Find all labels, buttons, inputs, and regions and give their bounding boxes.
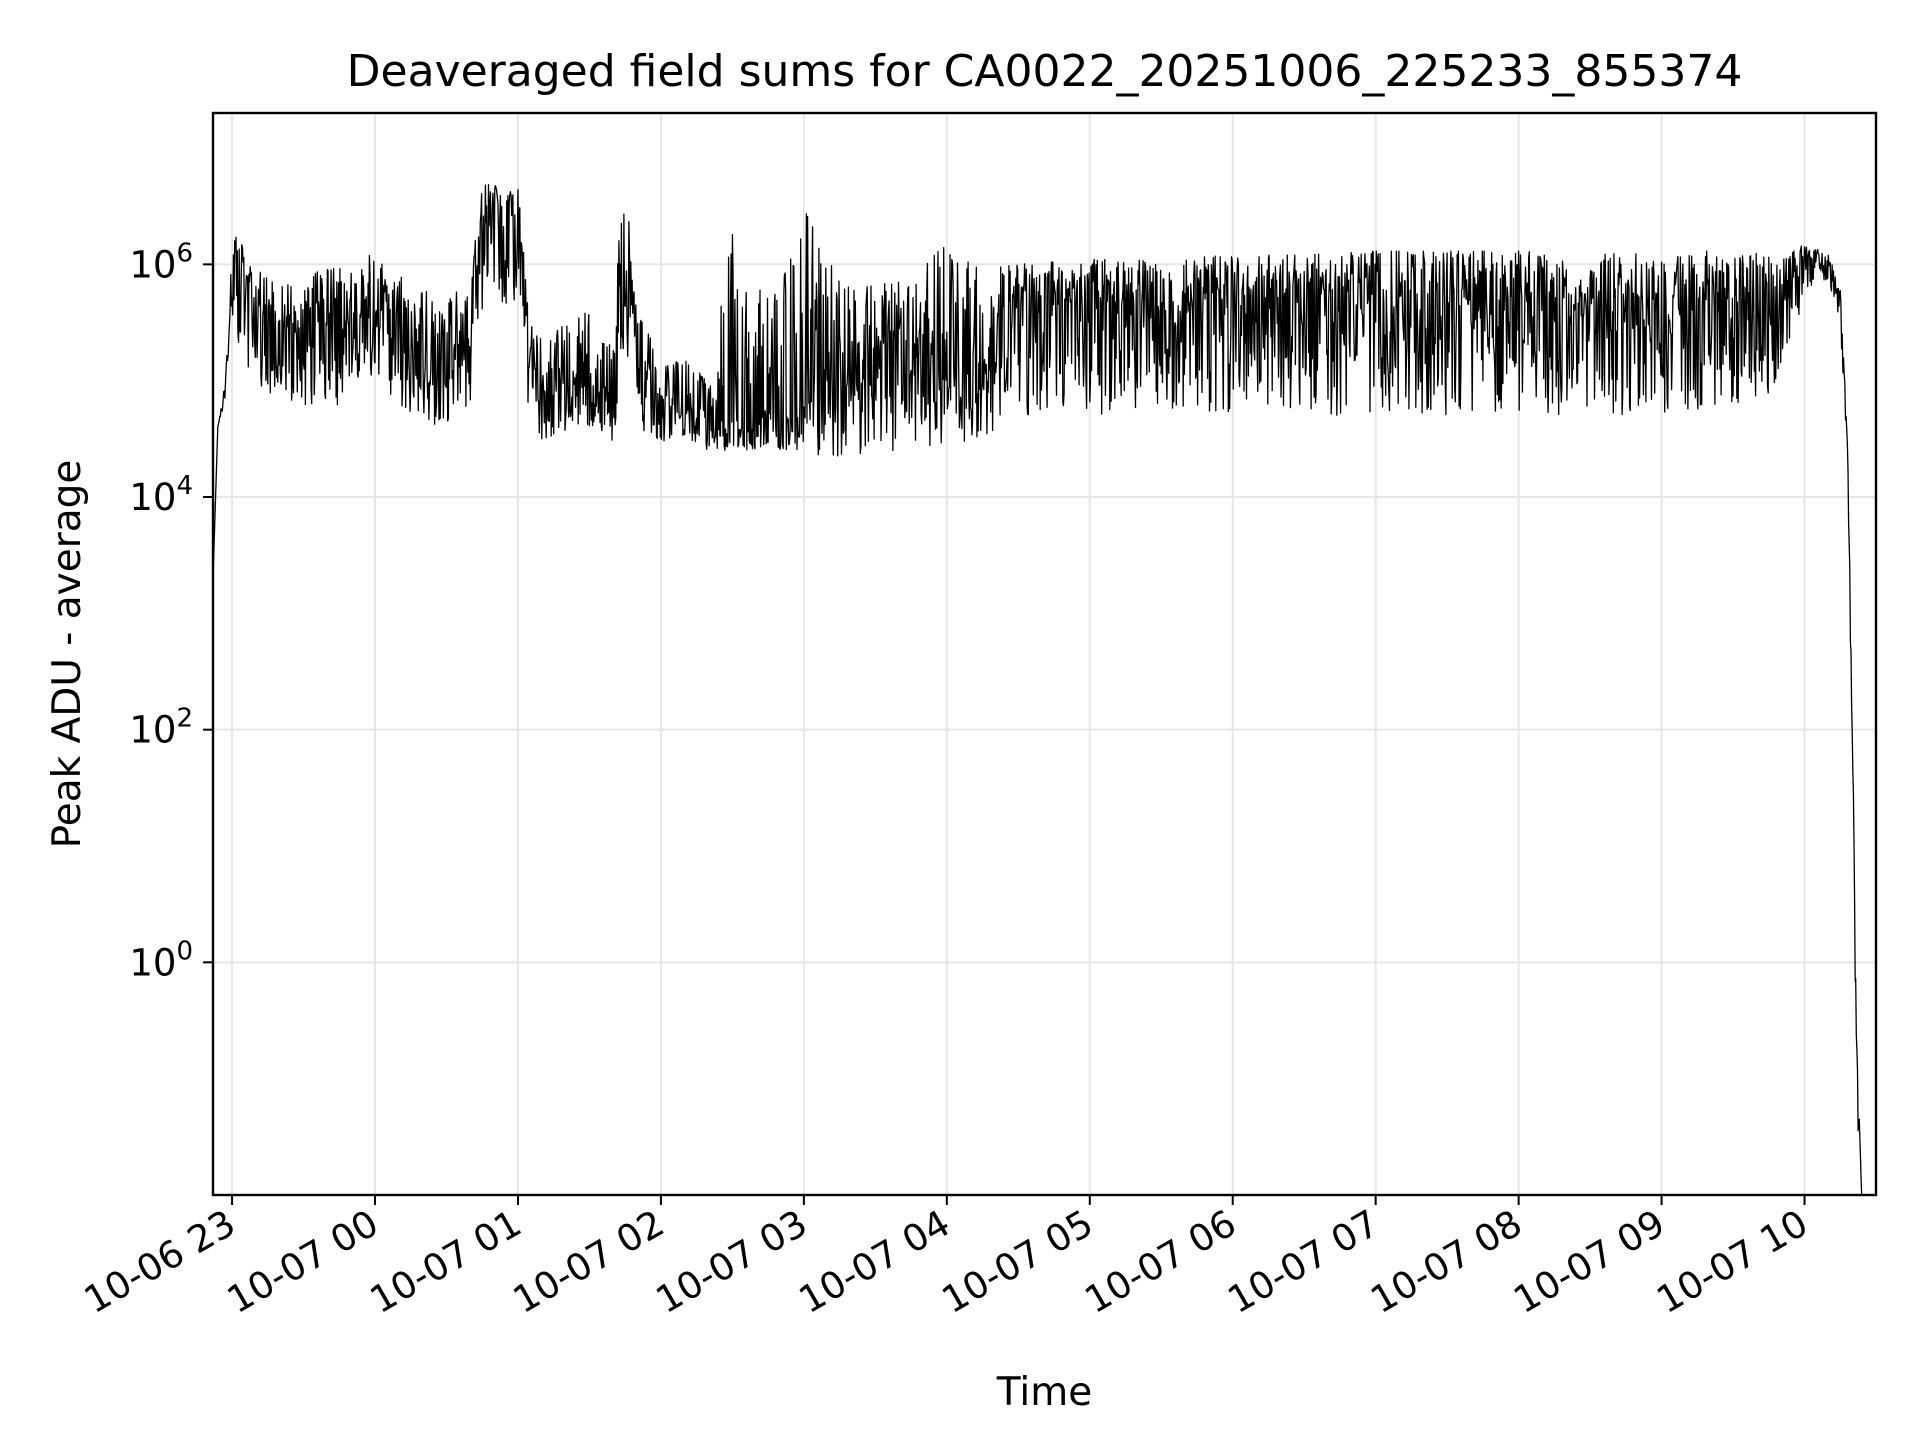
x-tick-label: 10-07 05 bbox=[935, 1202, 1101, 1322]
x-tick-label: 10-07 00 bbox=[220, 1202, 386, 1322]
x-tick-label: 10-07 01 bbox=[363, 1202, 529, 1322]
y-tick-label: 100 bbox=[129, 936, 193, 984]
y-tick-label: 104 bbox=[129, 471, 193, 519]
y-tick-exponent: 4 bbox=[176, 471, 193, 501]
y-tick-base: 10 bbox=[129, 941, 176, 984]
y-tick-base: 10 bbox=[129, 476, 176, 519]
y-tick-label: 106 bbox=[129, 238, 193, 286]
y-tick-exponent: 6 bbox=[176, 238, 193, 268]
x-tick-label: 10-07 02 bbox=[506, 1202, 672, 1322]
y-axis-label: Peak ADU - average bbox=[45, 460, 90, 849]
data-line bbox=[212, 183, 1863, 1196]
x-axis-label: Time bbox=[996, 1370, 1092, 1415]
plot-frame bbox=[211, 111, 1878, 1197]
y-tick-base: 10 bbox=[129, 709, 176, 752]
y-tick-exponent: 0 bbox=[176, 936, 193, 966]
x-tick-label: 10-07 04 bbox=[792, 1202, 958, 1322]
y-tick-exponent: 2 bbox=[176, 704, 193, 734]
x-tick-label: 10-07 08 bbox=[1364, 1202, 1530, 1322]
x-tick-label: 10-07 10 bbox=[1649, 1202, 1815, 1322]
y-tick-base: 10 bbox=[129, 243, 176, 286]
x-tick-label: 10-07 09 bbox=[1507, 1202, 1673, 1322]
series-line bbox=[212, 183, 1863, 1196]
chart-title: Deaveraged field sums for CA0022_2025100… bbox=[347, 46, 1743, 97]
x-tick-label: 10-07 07 bbox=[1221, 1202, 1387, 1322]
x-tick-label: 10-07 06 bbox=[1078, 1202, 1244, 1322]
x-tick-label: 10-06 23 bbox=[77, 1202, 243, 1322]
y-tick-label: 102 bbox=[129, 704, 193, 752]
x-tick-label: 10-07 03 bbox=[649, 1202, 815, 1322]
